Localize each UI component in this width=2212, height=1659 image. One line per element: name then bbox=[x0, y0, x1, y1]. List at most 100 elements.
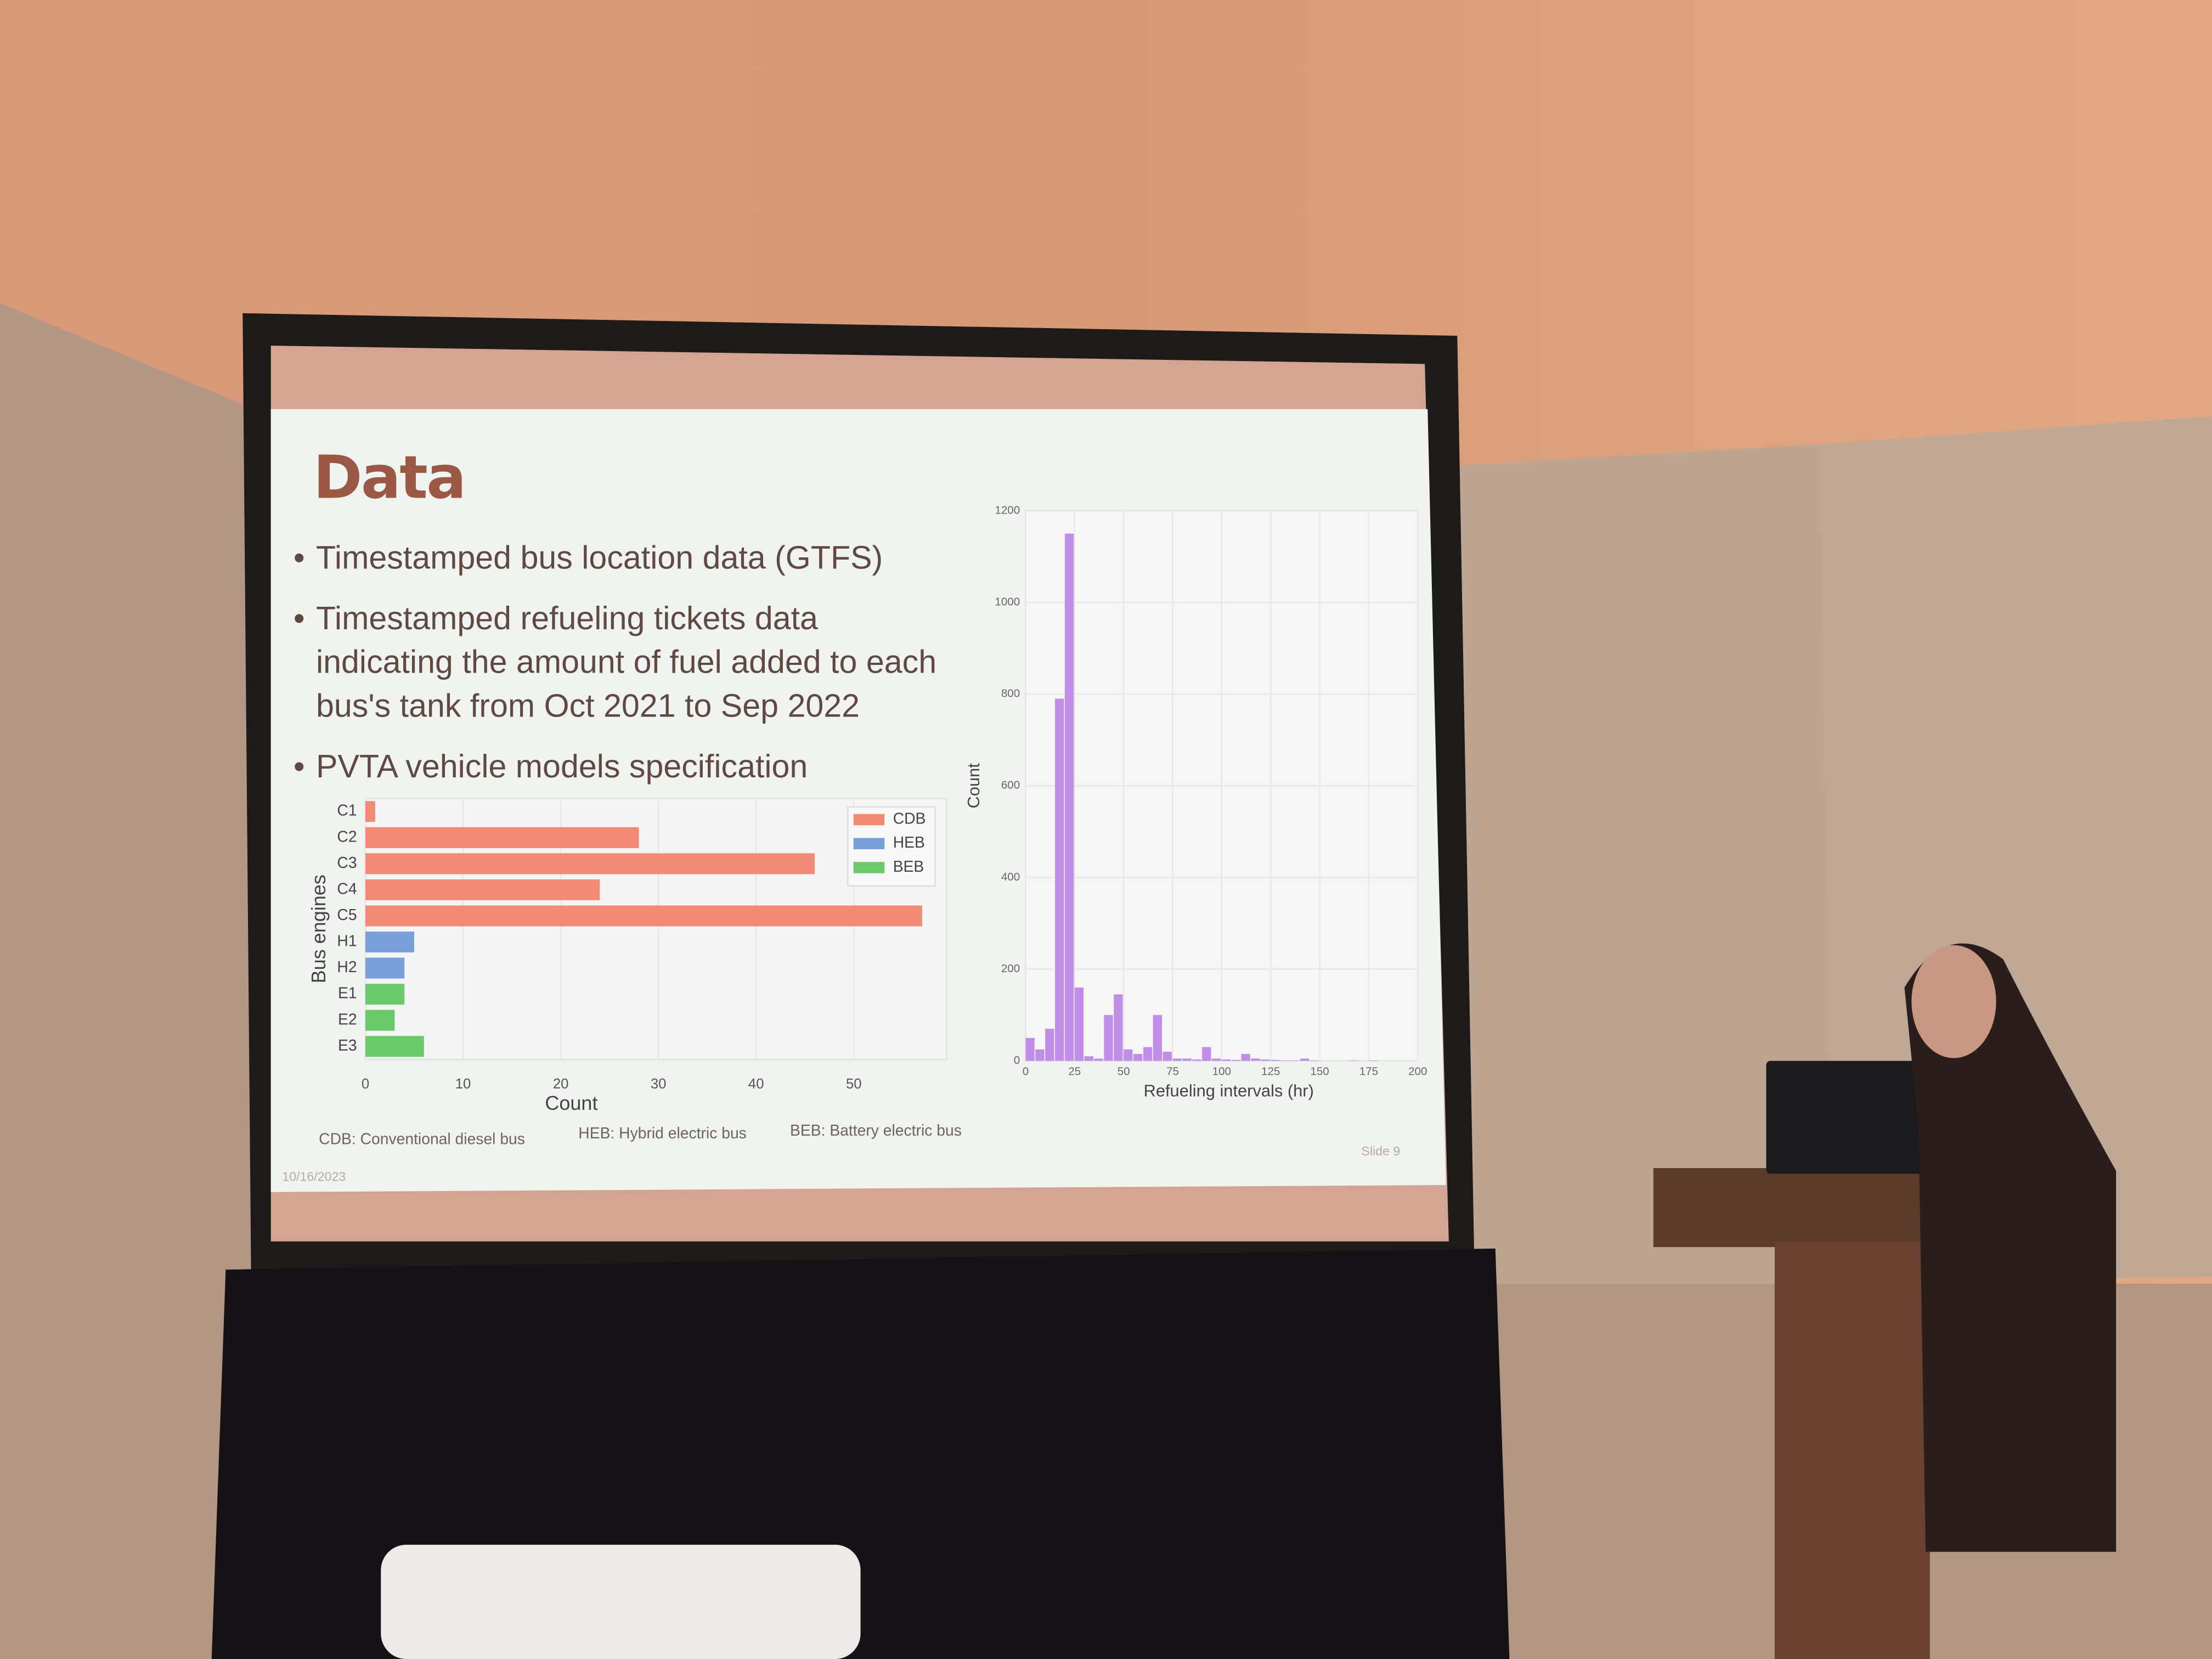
x-tick-label: 0 bbox=[362, 1076, 369, 1092]
speaker bbox=[1904, 943, 2117, 1552]
x-axis-label: Count bbox=[545, 1092, 597, 1114]
histogram-bar bbox=[1133, 1054, 1143, 1061]
y-tick-label: 1000 bbox=[995, 595, 1020, 608]
histogram-bar bbox=[1045, 1029, 1054, 1061]
y-tick-label: C3 bbox=[337, 854, 357, 871]
wall-panel bbox=[1453, 444, 1834, 1284]
y-tick-label: 600 bbox=[1001, 779, 1020, 792]
histogram-bar bbox=[1055, 698, 1064, 1061]
y-tick-label: C4 bbox=[337, 879, 357, 897]
x-axis-label: Refueling intervals (hr) bbox=[1144, 1081, 1314, 1100]
histogram-bar bbox=[1192, 1059, 1201, 1061]
y-axis-label: Bus engines bbox=[307, 874, 330, 983]
y-tick-label: 1200 bbox=[995, 504, 1020, 516]
y-tick-label: 400 bbox=[1001, 871, 1020, 883]
y-tick-label: H1 bbox=[337, 932, 357, 950]
y-tick-label: 800 bbox=[1001, 687, 1020, 700]
histogram-bar bbox=[1114, 994, 1123, 1061]
y-tick-label: E1 bbox=[338, 984, 357, 1002]
slide-title: Data bbox=[313, 443, 466, 512]
histogram-bar bbox=[1064, 533, 1074, 1061]
bar bbox=[365, 905, 922, 927]
x-tick-label: 150 bbox=[1310, 1065, 1329, 1078]
slide-number: Slide 9 bbox=[1361, 1144, 1401, 1159]
legend-label: BEB bbox=[893, 857, 924, 875]
slide-date: 10/16/2023 bbox=[282, 1169, 346, 1184]
x-tick-label: 50 bbox=[1118, 1065, 1130, 1078]
bar bbox=[365, 984, 405, 1005]
histogram-bar bbox=[1251, 1058, 1260, 1061]
x-tick-label: 40 bbox=[748, 1076, 764, 1092]
x-tick-label: 50 bbox=[846, 1076, 862, 1092]
bar bbox=[365, 957, 405, 979]
footnote: BEB: Battery electric bus bbox=[790, 1122, 962, 1140]
x-tick-label: 25 bbox=[1068, 1065, 1081, 1078]
histogram-bar bbox=[1084, 1056, 1093, 1061]
histogram-bar bbox=[1241, 1054, 1250, 1061]
x-tick-label: 200 bbox=[1408, 1065, 1427, 1078]
x-tick-label: 125 bbox=[1261, 1065, 1280, 1078]
histogram-bar bbox=[1368, 1060, 1378, 1061]
wall-panel bbox=[0, 303, 254, 1659]
y-tick-label: H2 bbox=[337, 958, 357, 975]
bar bbox=[365, 801, 375, 822]
legend-swatch bbox=[853, 862, 885, 873]
speaker-face bbox=[1911, 945, 1996, 1058]
histogram-bar bbox=[1182, 1058, 1192, 1061]
x-tick-label: 0 bbox=[1023, 1065, 1029, 1078]
footnote: HEB: Hybrid electric bus bbox=[578, 1126, 747, 1143]
y-tick-label: C2 bbox=[337, 827, 357, 845]
histogram-bar bbox=[1172, 1058, 1182, 1061]
histogram-bar bbox=[1025, 1037, 1035, 1061]
bar bbox=[365, 1009, 395, 1031]
bar bbox=[365, 932, 415, 953]
x-tick-label: 20 bbox=[553, 1076, 569, 1092]
podium bbox=[1774, 1241, 1930, 1659]
histogram-bar bbox=[1280, 1060, 1290, 1061]
bullet: Timestamped bus location data (GTFS) bbox=[294, 536, 957, 580]
bar bbox=[365, 1036, 424, 1057]
charts: 0 10 20 30 40 50 C1 C2 C3 C4 C5 H1 H2 E1 E2 E3 Count Bus … bbox=[307, 504, 1427, 1114]
bullet: Timestamped refueling tickets data indic… bbox=[294, 597, 957, 728]
y-tick-label: 200 bbox=[1001, 962, 1020, 975]
histogram-bar bbox=[1211, 1058, 1221, 1061]
histogram-bar bbox=[1261, 1059, 1270, 1061]
histogram-bar bbox=[1104, 1015, 1113, 1061]
histogram-bar bbox=[1153, 1015, 1163, 1061]
histogram-bar bbox=[1035, 1049, 1045, 1061]
x-tick-label: 10 bbox=[455, 1076, 471, 1092]
bar bbox=[365, 827, 639, 848]
y-tick-label: C1 bbox=[337, 802, 357, 819]
y-tick-label: C5 bbox=[337, 906, 357, 923]
histogram-bar bbox=[1349, 1060, 1358, 1061]
footnote: CDB: Conventional diesel bus bbox=[319, 1131, 525, 1149]
histogram-bar bbox=[1124, 1049, 1133, 1061]
x-tick-label: 75 bbox=[1166, 1065, 1179, 1078]
y-tick-label: E3 bbox=[338, 1036, 357, 1054]
histogram-bar bbox=[1202, 1047, 1211, 1061]
bullet-list: Timestamped bus location data (GTFS) Tim… bbox=[294, 536, 957, 805]
projector bbox=[381, 1544, 861, 1659]
histogram-bar bbox=[1143, 1047, 1153, 1061]
x-tick-label: 175 bbox=[1359, 1065, 1378, 1078]
legend-swatch bbox=[853, 814, 885, 826]
histogram-bar bbox=[1094, 1058, 1103, 1061]
legend-swatch bbox=[853, 838, 885, 849]
histogram-bar bbox=[1290, 1060, 1300, 1061]
histogram-bar bbox=[1074, 988, 1084, 1061]
y-tick-label: 0 bbox=[1014, 1054, 1020, 1066]
y-axis-label: Count bbox=[964, 763, 983, 809]
histogram-bar bbox=[1300, 1058, 1310, 1061]
legend-label: CDB bbox=[893, 809, 926, 827]
histogram-bar bbox=[1310, 1060, 1319, 1061]
legend-label: HEB bbox=[893, 833, 925, 851]
histogram-bar bbox=[1221, 1059, 1231, 1061]
x-tick-label: 30 bbox=[651, 1076, 667, 1092]
histogram-bar bbox=[1231, 1060, 1241, 1061]
histogram-bar bbox=[1271, 1060, 1280, 1061]
bullet: PVTA vehicle models specification bbox=[294, 745, 957, 789]
histogram-bar bbox=[1163, 1052, 1172, 1061]
